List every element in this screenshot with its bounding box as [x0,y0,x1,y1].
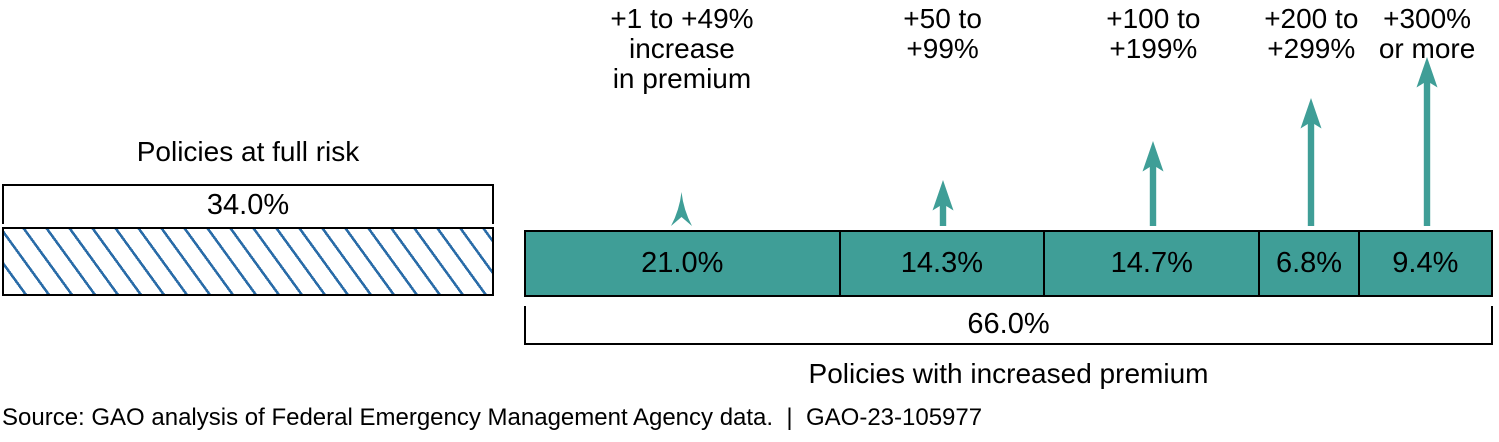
bar-segment: 9.4% [1359,232,1491,295]
range-label-100-199: +100 to +199% [1106,3,1201,64]
full-risk-bar [2,227,494,296]
bar-segment: 14.3% [840,232,1046,295]
up-arrow-icon [1300,98,1322,226]
range-label-50-99: +50 to +99% [903,3,982,64]
arrow-cell-1 [524,192,840,226]
full-risk-bracket: 34.0% [2,184,494,224]
segment-value: 6.8% [1275,247,1343,279]
up-arrowhead-icon [671,192,693,226]
arrows-row [524,56,1493,226]
range-label-300-plus: +300% or more [1378,3,1476,64]
source-line: Source: GAO analysis of Federal Emergenc… [2,404,983,431]
segment-value: 9.4% [1392,247,1459,279]
arrow-cell-4 [1261,98,1361,226]
arrow-cell-2 [840,180,1045,226]
increased-total-value: 66.0% [967,308,1050,340]
range-label-1-49: +1 to +49% increase in premium [610,3,754,94]
arrow-cell-5 [1361,57,1493,226]
segment-value: 14.7% [1110,247,1193,279]
increased-premium-bar: 21.0% 14.3% 14.7% 6.8% 9.4% [524,230,1493,297]
bar-segment: 6.8% [1260,232,1360,295]
up-arrow-icon [1416,57,1438,226]
bar-segment: 21.0% [526,232,841,295]
segment-value: 14.3% [900,247,983,279]
up-arrow-icon [932,180,954,226]
bar-segment: 14.7% [1045,232,1261,295]
arrow-cell-3 [1045,141,1261,226]
segment-value: 21.0% [641,247,724,279]
full-risk-title: Policies at full risk [136,136,360,167]
increased-caption: Policies with increased premium [808,358,1209,389]
range-label-200-299: +200 to +299% [1264,3,1359,64]
increased-total-bracket: 66.0% [524,306,1493,345]
range-labels-row: +1 to +49% increase in premium +50 to +9… [524,4,1493,94]
up-arrow-icon [1142,141,1164,226]
full-risk-value: 34.0% [206,188,290,221]
